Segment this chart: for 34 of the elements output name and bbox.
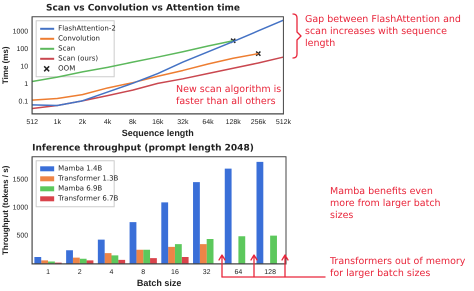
bar: [143, 250, 150, 264]
bar: [34, 257, 42, 264]
text: Mamba benefits even more from larger batch sizes: [330, 186, 442, 222]
text: Gap between FlashAttention and scan increases with sequence length: [305, 14, 462, 50]
bar: [174, 244, 182, 264]
bar: [41, 260, 48, 264]
bar: [182, 257, 189, 264]
bar: [66, 250, 73, 264]
bar: [224, 168, 232, 264]
bar: [168, 246, 175, 264]
bar: [98, 240, 105, 264]
chart-title: Inference throughput (prompt length 2048): [32, 144, 254, 154]
annotation: New scan algorithm is faster than all others: [176, 84, 282, 108]
bar: [111, 255, 118, 264]
bar: [193, 182, 200, 264]
bar: [256, 162, 264, 264]
bar: [200, 244, 207, 264]
bar: [86, 260, 94, 264]
x-axis-title: Batch size: [136, 278, 182, 288]
bar: [161, 202, 168, 264]
bar: [150, 258, 157, 264]
bar: [270, 236, 277, 264]
x-axis-title: Sequence length: [122, 128, 194, 138]
bar: [130, 222, 136, 264]
bar: [104, 253, 112, 264]
bar: [72, 258, 80, 264]
bar: [136, 250, 144, 264]
text: Transformers out of memory for larger batch sizes: [330, 256, 466, 280]
bar: [206, 239, 214, 264]
chart-title: Scan vs Convolution vs Attention time: [46, 4, 240, 14]
y-axis-title: Throughput (tokens / s): [1, 165, 10, 255]
y-axis-title: Time (ms): [1, 46, 10, 84]
bar: [80, 258, 87, 264]
bar: [238, 236, 246, 264]
